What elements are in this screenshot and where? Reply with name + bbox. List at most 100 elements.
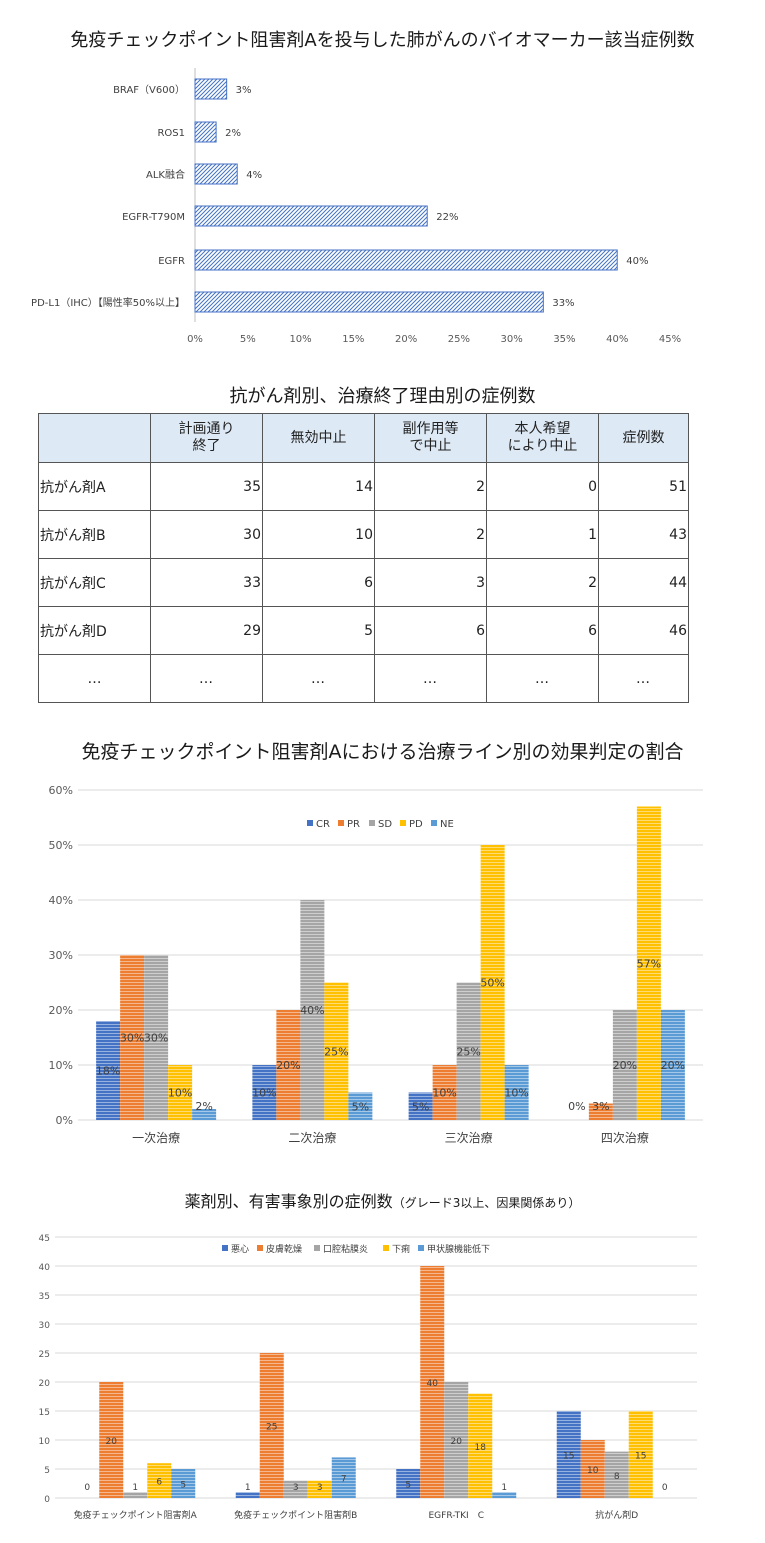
data-label: 0% [568,1100,585,1113]
y-tick-label: 40 [39,1263,51,1273]
data-label: 15 [635,1452,646,1462]
chart3-title: 免疫チェックポイント阻害剤Aにおける治療ライン別の効果判定の割合 [81,741,684,763]
x-tick-label: 0% [187,334,203,345]
header-line: 計画通り [178,421,235,437]
data-label: 40 [427,1379,439,1389]
y-tick-label: 15 [39,1408,50,1418]
table-cell: 6 [486,606,599,655]
category-label: 四次治療 [601,1131,649,1145]
biomarker-bar-chart: 0% 5% 10% 15% 20% 25% 30% 35% 40% 45% BRAF（V600） 3%… [31,68,681,345]
y-tick-label: 40% [49,894,73,907]
bar [123,1492,148,1498]
x-tick-label: 45% [659,334,681,345]
data-label: 10% [504,1087,528,1100]
bar [468,1393,493,1498]
bar [331,1457,356,1498]
category-label: 免疫チェックポイント阻害剤B [234,1509,357,1521]
chart1-title: 免疫チェックポイント阻害剤Aを投与した肺がんのバイオマーカー該当症例数 [70,30,695,51]
bar [504,1065,529,1120]
table-cell: 1 [486,510,599,559]
bar [612,1010,637,1120]
table-cell: 10 [262,510,375,559]
y-tick-label: 5 [44,1466,50,1476]
category-label: EGFR-TKI C [429,1511,485,1521]
data-label: 25% [324,1045,348,1058]
data-label: 1 [132,1483,138,1493]
category-label: 一次治療 [132,1131,180,1145]
bar [235,1492,260,1498]
data-label: 8 [614,1472,620,1482]
table-cell: 29 [150,606,263,655]
data-label: 4% [246,170,262,181]
table-cell: 2 [486,558,599,607]
data-label: 6 [156,1478,162,1488]
data-label: 7 [341,1475,347,1485]
data-label: 33% [552,298,574,309]
row-label-cell: 抗がん剤C [38,558,151,607]
bar [628,1411,653,1498]
bar [96,1021,121,1120]
data-label: 2% [195,1100,212,1113]
legend-label: CR [316,819,330,830]
bar [348,1092,373,1120]
data-label: 57% [637,957,661,970]
data-label: 18% [96,1065,120,1078]
legend-swatch [222,1245,228,1251]
category-label: BRAF（V600） [113,84,185,96]
legend-swatch [257,1245,263,1251]
data-label: 40% [626,256,648,267]
bar [588,1103,613,1120]
bar [480,845,505,1120]
bar [144,955,169,1120]
table-cell: 0 [486,462,599,511]
table-row: 抗がん剤D 29 5 6 6 46 [38,606,689,655]
y-tick-label: 0% [56,1114,73,1127]
chart4-subtitle: （グレード3以上、因果関係あり） [392,1196,581,1210]
data-label: 3 [293,1483,299,1493]
table-cell: 46 [598,606,689,655]
table-header-cell: 副作用等 で中止 [374,413,487,463]
y-tick-label: 50% [49,839,73,852]
table-title: 抗がん剤別、治療終了理由別の症例数 [229,386,536,407]
bar [408,1092,433,1120]
x-tick-label: 30% [501,334,523,345]
category-label: ROS1 [157,128,185,139]
data-label: 0 [662,1483,668,1493]
header-line: 副作用等 [402,421,459,437]
bar [259,1353,284,1498]
bar [432,1065,457,1120]
bar [147,1463,172,1498]
x-tick-label: 20% [395,334,417,345]
data-label: 10% [252,1087,276,1100]
bar [194,291,544,313]
legend-swatch [307,820,313,826]
legend-label: SD [378,819,392,830]
header-line: で中止 [409,438,452,454]
bar [660,1010,685,1120]
table-cell: 30 [150,510,263,559]
table-cell: 43 [598,510,689,559]
data-label: 30% [144,1032,168,1045]
data-label: 0 [84,1483,90,1493]
header-line: 終了 [192,438,221,454]
y-tick-label: 25 [39,1350,50,1360]
bar [420,1266,445,1498]
data-label: 3 [317,1483,323,1493]
data-label: 20% [276,1059,300,1072]
bar [556,1411,581,1498]
table-cell: … [486,654,599,703]
row-label-cell: 抗がん剤A [38,462,151,511]
y-tick-label: 30 [39,1321,51,1331]
table-cell: 2 [374,462,487,511]
data-label: 15 [563,1452,574,1462]
bar [307,1480,332,1498]
legend-swatch [431,820,437,826]
table-cell: 2 [374,510,487,559]
legend-label: PR [347,819,360,830]
legend-label: 甲状腺機能低下 [427,1243,490,1255]
table-header-cell: 本人希望 により中止 [486,413,599,463]
data-label: 25% [456,1045,480,1058]
data-label: 1 [245,1483,251,1493]
bar [604,1451,629,1498]
chart4-title: 薬剤別、有害事象別の症例数 [184,1192,393,1211]
